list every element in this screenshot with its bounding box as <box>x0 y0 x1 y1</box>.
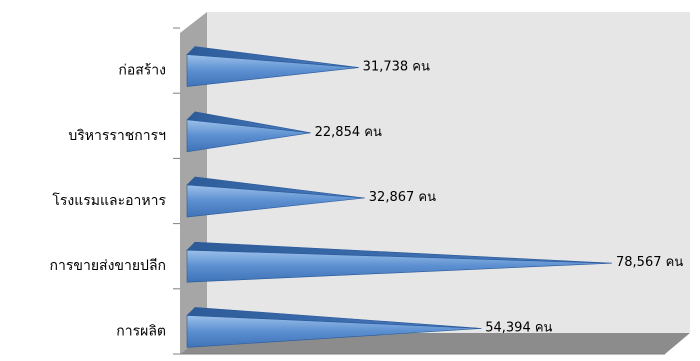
data-label: 78,567 คน <box>616 255 683 270</box>
bar <box>186 249 613 283</box>
data-label: 54,394 คน <box>485 320 552 335</box>
data-label: 32,867 คน <box>369 190 436 205</box>
data-label: 31,738 คน <box>363 60 430 75</box>
category-label: การขายส่งขายปลีก <box>50 258 166 274</box>
data-label: 22,854 คน <box>315 125 382 140</box>
category-label: โรงแรมและอาหาร <box>52 192 166 209</box>
bar <box>186 315 482 348</box>
bar <box>186 54 359 87</box>
category-label: การผลิต <box>116 323 166 339</box>
bar <box>186 119 311 153</box>
category-label: บริหารราชการฯ <box>68 128 166 144</box>
bar <box>186 184 365 218</box>
category-label: ก่อสร้าง <box>118 63 166 79</box>
